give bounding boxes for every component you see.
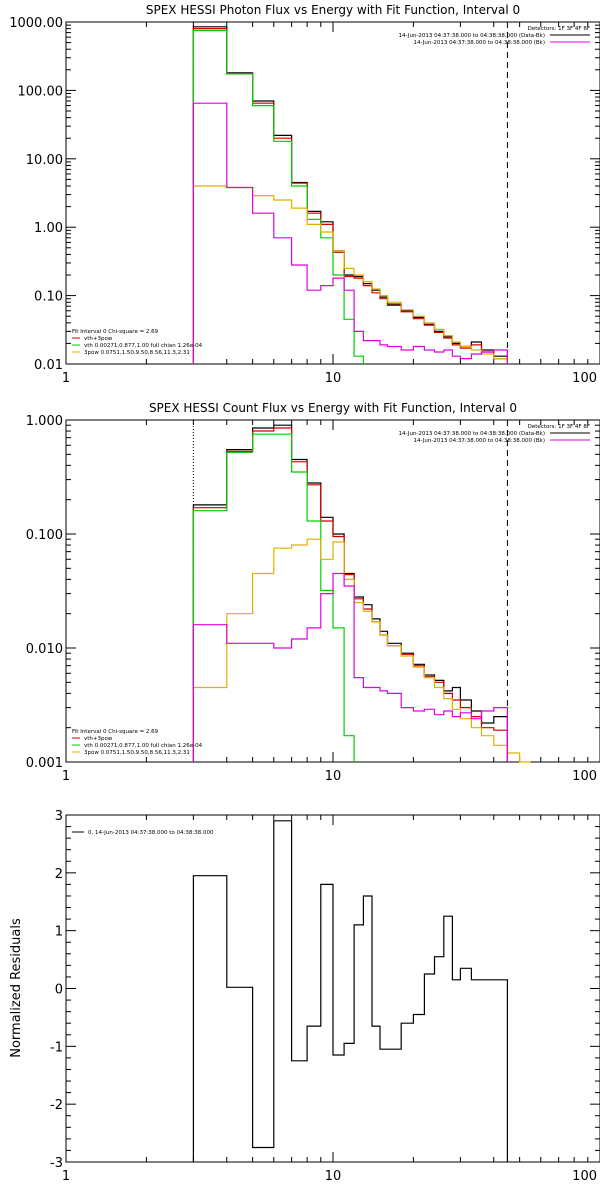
y-tick-label: -2 <box>50 1098 63 1113</box>
y-tick-label: 1.000 <box>26 414 63 429</box>
x-tick-label: 1 <box>62 371 70 386</box>
legend-residual: 0, 14-Jun-2013 04:37:38.000 to 04:38:38.… <box>72 830 214 836</box>
legend-header: Fit Interval 0 Chi-square = 2.69 <box>72 329 159 335</box>
legend-entry-label: vth 0.00271,0.877,1.00 full chian 1.26e-… <box>84 743 203 749</box>
legend-detectors: Detectors: 1F 3F 4F 8F 14-Jun-2013 04:37… <box>399 26 590 46</box>
y-tick-label: 0.001 <box>26 756 63 771</box>
x-tick-label: 100 <box>572 1169 597 1184</box>
y-tick-label: 0.010 <box>26 642 63 657</box>
axis-ticks: 1 10 100 -3 -2 -1 0 1 2 3 <box>50 809 600 1184</box>
series-group <box>192 26 508 364</box>
y-tick-label: 1 <box>55 925 63 940</box>
legend-entry-label: 14-Jun-2013 04:37:38.000 to 04:38:38.000… <box>413 40 545 46</box>
residuals-panel: Normalized Residuals 1 10 100 -3 -2 -1 0 1 2 3 0,… <box>9 809 600 1184</box>
x-tick-label: 100 <box>572 769 597 784</box>
legend-fit: Fit Interval 0 Chi-square = 2.69 vth+3po… <box>72 729 203 756</box>
legend-header: Detectors: 1F 3F 4F 8F <box>528 424 590 430</box>
legend-entry-label: 14-Jun-2013 04:37:38.000 to 04:38:38.000… <box>399 431 545 437</box>
axis-ticks: 1 10 100 0.001 0.010 0.100 1.000 <box>26 414 600 784</box>
y-tick-label: 1.00 <box>34 221 63 236</box>
y-axis-label: Normalized Residuals <box>9 918 24 1058</box>
legend-header: Fit Interval 0 Chi-square = 2.69 <box>72 729 159 735</box>
series-line-2 <box>192 29 364 364</box>
y-tick-label: 3 <box>55 809 63 824</box>
chart-title: SPEX HESSI Photon Flux vs Energy with Fi… <box>146 3 520 17</box>
series-line-3 <box>192 538 531 763</box>
y-tick-label: 0.10 <box>34 290 63 305</box>
y-tick-label: 100.00 <box>18 84 64 99</box>
legend-detectors: Detectors: 1F 3F 4F 8F 14-Jun-2013 04:37… <box>399 424 590 444</box>
count-flux-panel: SPEX HESSI Count Flux vs Energy with Fit… <box>26 401 600 784</box>
y-tick-label: 0.01 <box>34 358 63 373</box>
x-tick-label: 10 <box>325 769 342 784</box>
x-tick-label: 10 <box>325 371 342 386</box>
x-tick-label: 1 <box>62 769 70 784</box>
y-tick-label: -1 <box>50 1040 63 1055</box>
y-tick-label: 2 <box>55 867 63 882</box>
legend-header: Detectors: 1F 3F 4F 8F <box>528 26 590 32</box>
legend-entry-label: vth+3pow <box>84 336 113 342</box>
series-line-1 <box>192 28 508 364</box>
legend-entry-label: 14-Jun-2013 04:37:38.000 to 04:38:38.000… <box>413 438 545 444</box>
legend-entry-label: 14-Jun-2013 04:37:38.000 to 04:38:38.000… <box>399 33 545 39</box>
series-line-0 <box>192 820 508 1162</box>
x-tick-label: 10 <box>325 1169 342 1184</box>
x-tick-label: 1 <box>62 1169 70 1184</box>
series-line-4 <box>192 102 508 364</box>
legend-entry-label: 3pow 0.0751,1.50,9.50,8.56,11.3,2.31 <box>84 750 190 756</box>
axis-ticks: 1 10 100 0.01 0.10 1.00 10.00 100.00 1000.00 <box>9 16 600 386</box>
chart-title: SPEX HESSI Count Flux vs Energy with Fit… <box>149 401 517 415</box>
series-line-2 <box>192 433 355 762</box>
legend-entry-label: 0, 14-Jun-2013 04:37:38.000 to 04:38:38.… <box>88 830 214 836</box>
photon-flux-panel: SPEX HESSI Photon Flux vs Energy with Fi… <box>9 3 600 386</box>
y-tick-label: 0.100 <box>26 528 63 543</box>
legend-fit: Fit Interval 0 Chi-square = 2.69 vth+3po… <box>72 329 203 356</box>
series-line-3 <box>192 185 508 364</box>
series-line-0 <box>192 26 508 364</box>
y-tick-label: 1000.00 <box>9 16 63 31</box>
x-tick-label: 100 <box>572 371 597 386</box>
series-group <box>192 424 531 763</box>
series-line-4 <box>192 572 508 762</box>
legend-entry-label: vth 0.00271,0.877,1.00 full chian 1.26e-… <box>84 343 203 349</box>
legend-entry-label: vth+3pow <box>84 736 113 742</box>
y-tick-label: 10.00 <box>26 153 63 168</box>
legend-entry-label: 3pow 0.0751,1.50,9.50,8.56,11.3,2.31 <box>84 350 190 356</box>
series-group <box>192 820 508 1162</box>
y-tick-label: 0 <box>55 983 63 998</box>
y-tick-label: -3 <box>50 1156 63 1171</box>
plot-frame <box>65 21 600 365</box>
